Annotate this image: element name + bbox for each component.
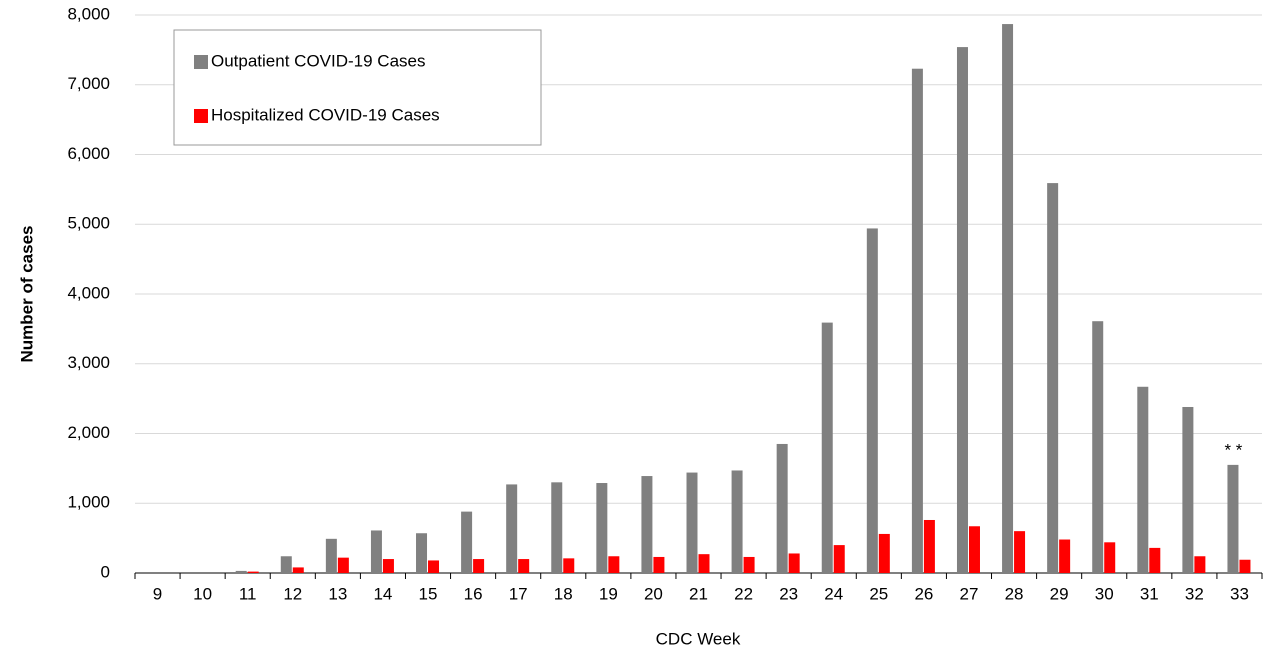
bar	[382, 559, 394, 573]
bar	[461, 511, 473, 573]
y-tick-label: 1,000	[67, 493, 110, 512]
y-tick-label: 4,000	[67, 283, 110, 302]
x-tick-label: 12	[283, 584, 302, 603]
bar	[641, 476, 653, 573]
x-tick-label: 13	[328, 584, 347, 603]
bar	[698, 554, 710, 573]
x-tick-label: 29	[1050, 584, 1069, 603]
x-tick-label: 10	[193, 584, 212, 603]
bar	[247, 571, 259, 573]
bar	[596, 483, 608, 573]
x-tick-label: 17	[509, 584, 528, 603]
y-tick-label: 8,000	[67, 4, 110, 23]
bar	[1239, 559, 1251, 573]
bar	[1002, 24, 1014, 573]
x-tick-label: 27	[960, 584, 979, 603]
bar	[370, 530, 382, 573]
annotation: * *	[1224, 440, 1242, 459]
y-tick-label: 7,000	[67, 74, 110, 93]
bar	[518, 559, 530, 573]
bar	[731, 470, 743, 573]
bar	[968, 526, 980, 573]
x-tick-label: 32	[1185, 584, 1204, 603]
bar	[653, 556, 665, 573]
x-tick-label: 16	[464, 584, 483, 603]
bar	[866, 228, 878, 573]
x-tick-label: 22	[734, 584, 753, 603]
bar	[416, 533, 428, 573]
x-tick-label: 30	[1095, 584, 1114, 603]
bar	[325, 538, 337, 573]
x-tick-label: 28	[1005, 584, 1024, 603]
x-tick-label: 20	[644, 584, 663, 603]
bar	[280, 556, 292, 573]
x-tick-label: 24	[824, 584, 843, 603]
x-tick-label: 15	[419, 584, 438, 603]
legend-label: Hospitalized COVID-19 Cases	[211, 105, 440, 124]
x-tick-label: 19	[599, 584, 618, 603]
x-tick-label: 23	[779, 584, 798, 603]
x-tick-label: 9	[153, 584, 162, 603]
x-tick-label: 31	[1140, 584, 1159, 603]
bar	[551, 482, 563, 573]
y-tick-label: 5,000	[67, 214, 110, 233]
bar	[1182, 406, 1194, 573]
y-tick-label: 0	[101, 562, 110, 581]
bar	[1149, 547, 1161, 573]
x-tick-label: 33	[1230, 584, 1249, 603]
bar	[1092, 321, 1104, 573]
x-tick-label: 18	[554, 584, 573, 603]
bar	[337, 557, 349, 573]
x-tick-label: 14	[373, 584, 392, 603]
bar	[788, 553, 800, 573]
bar	[956, 47, 968, 573]
bar	[776, 443, 788, 573]
bar	[878, 533, 890, 573]
legend-swatch	[194, 109, 208, 123]
bar	[743, 556, 755, 573]
y-tick-label: 3,000	[67, 353, 110, 372]
bar	[923, 519, 935, 573]
bar	[563, 558, 575, 573]
bar	[1227, 464, 1239, 573]
bar	[292, 567, 304, 573]
bar	[821, 322, 833, 573]
x-tick-label: 26	[914, 584, 933, 603]
bar	[1137, 386, 1149, 573]
y-axis-label: Number of cases	[17, 226, 36, 363]
bar	[235, 570, 247, 573]
bar	[473, 559, 485, 573]
bar	[428, 560, 440, 573]
y-tick-label: 2,000	[67, 423, 110, 442]
x-axis-label: CDC Week	[656, 629, 741, 648]
x-tick-label: 11	[239, 584, 257, 603]
bar	[506, 484, 518, 573]
bar	[686, 472, 698, 573]
bar	[911, 68, 923, 574]
bar	[1014, 531, 1026, 573]
bar	[1047, 183, 1059, 573]
legend-box	[173, 29, 542, 146]
bar	[1104, 542, 1116, 573]
legend-swatch	[194, 55, 208, 69]
legend-label: Outpatient COVID-19 Cases	[211, 51, 425, 70]
bar	[608, 556, 620, 573]
bar	[1194, 556, 1206, 573]
bar	[833, 545, 845, 573]
x-tick-label: 21	[689, 584, 708, 603]
y-tick-label: 6,000	[67, 144, 110, 163]
x-tick-label: 25	[869, 584, 888, 603]
bar	[1059, 539, 1071, 573]
